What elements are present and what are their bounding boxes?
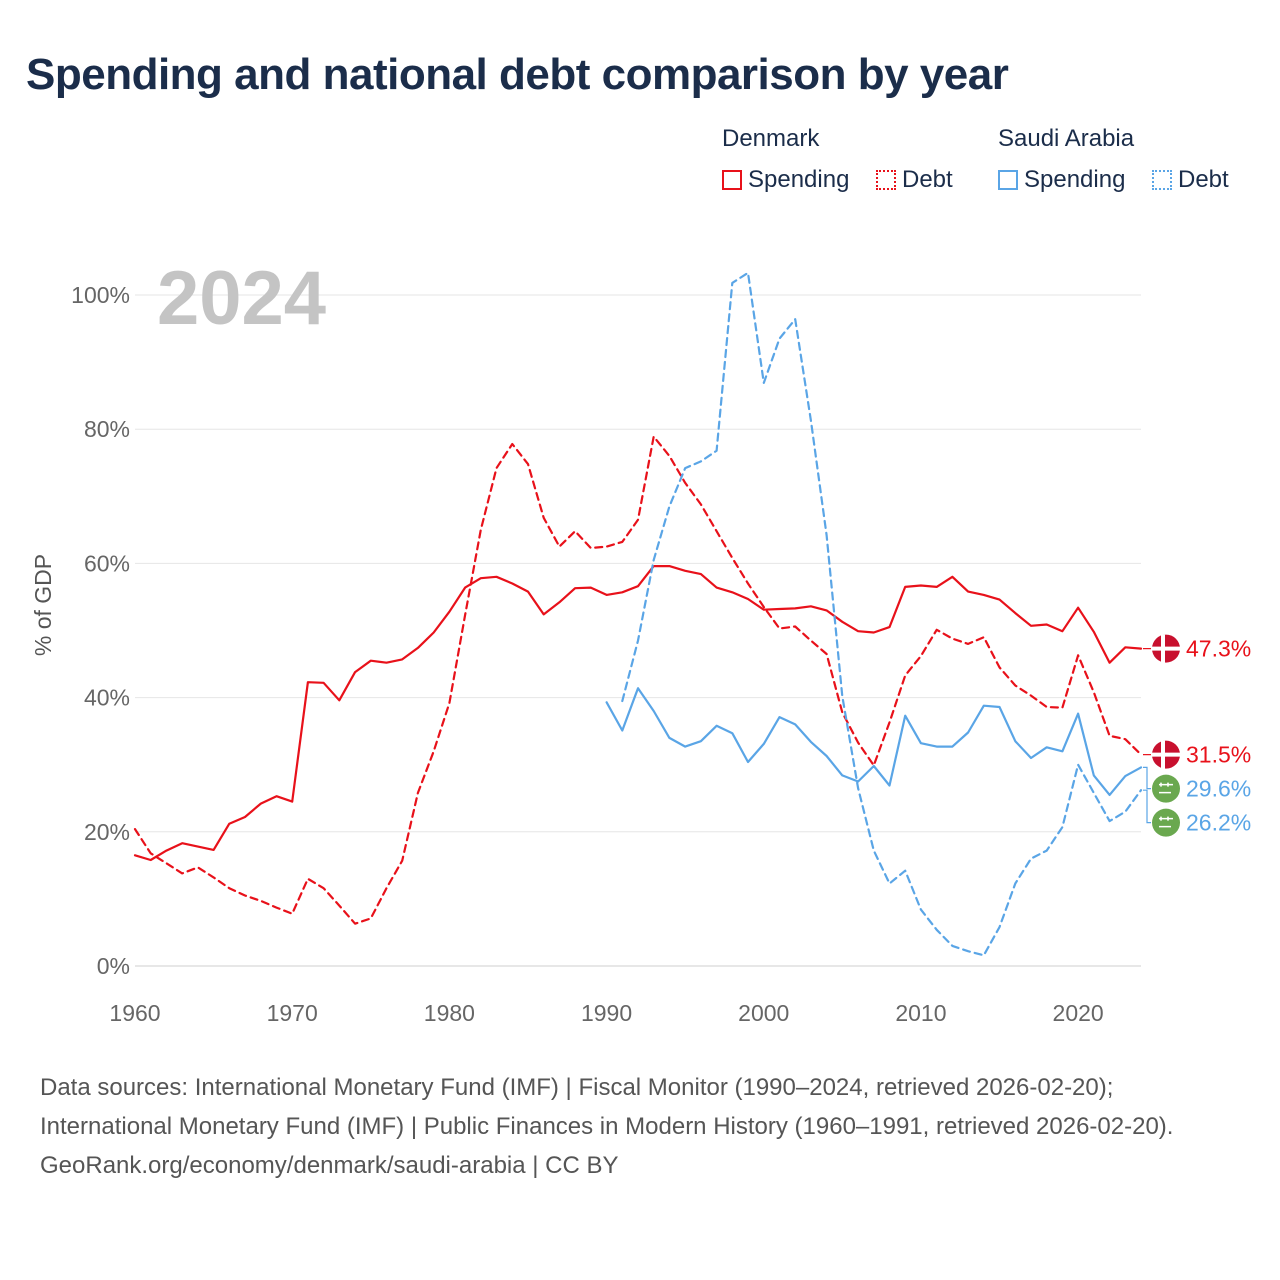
legend-title-denmark: Denmark [722, 125, 820, 152]
end-labels: 47.3% 31.5% 29.6% 26.2% [1143, 634, 1251, 837]
legend-title-saudi-arabia: Saudi Arabia [998, 125, 1135, 152]
x-tick-label: 1970 [267, 1000, 318, 1026]
denmark-flag-icon [1152, 740, 1180, 769]
x-axis-ticks: 1960 1970 1980 1990 2000 2010 2020 [109, 1000, 1103, 1026]
end-value-label: 31.5% [1186, 742, 1251, 768]
end-label-saudi-arabia-spending: 29.6% [1143, 766, 1251, 803]
series-line-denmark-debt[interactable] [133, 435, 1143, 925]
y-tick-label: 80% [84, 416, 130, 442]
saudi-arabia-flag-icon [1152, 808, 1180, 837]
x-tick-label: 1980 [424, 1000, 475, 1026]
connector-line [1143, 766, 1151, 790]
x-tick-label: 2000 [738, 1000, 789, 1026]
chart-title: Spending and national debt comparison by… [26, 50, 1009, 99]
legend-label: Spending [748, 166, 850, 193]
legend-swatch-dotted [1152, 170, 1172, 190]
y-tick-label: 0% [97, 953, 130, 979]
x-tick-label: 2010 [895, 1000, 946, 1026]
legend-swatch-dotted [876, 170, 896, 190]
legend-label: Debt [1178, 166, 1229, 193]
end-label-denmark-debt: 31.5% [1143, 740, 1251, 769]
end-value-label: 47.3% [1186, 636, 1251, 662]
legend-swatch-solid [722, 170, 742, 190]
legend-label: Spending [1024, 166, 1126, 193]
x-tick-label: 2020 [1053, 1000, 1104, 1026]
legend-item-denmark-spending[interactable]: Spending [722, 166, 849, 194]
sources-text: Data sources: International Monetary Fun… [40, 1074, 1174, 1140]
denmark-flag-icon [1152, 634, 1180, 663]
series-lines [133, 271, 1143, 957]
legend-item-denmark-debt[interactable]: Debt [876, 166, 953, 194]
legend-swatch-solid [998, 170, 1018, 190]
credit-link[interactable]: GeoRank.org/economy/denmark/saudi-arabia… [40, 1152, 619, 1179]
end-value-label: 29.6% [1186, 776, 1251, 802]
end-value-label: 26.2% [1186, 810, 1251, 836]
end-label-denmark-spending: 47.3% [1143, 634, 1251, 663]
legend-label: Debt [902, 166, 953, 193]
legend-item-saudi-debt[interactable]: Debt [1152, 166, 1229, 194]
y-tick-label: 60% [84, 550, 130, 576]
y-tick-label: 40% [84, 685, 130, 711]
y-tick-label: 100% [71, 282, 130, 308]
end-label-saudi-arabia-debt: 26.2% [1143, 789, 1251, 837]
y-axis-label: % of GDP [30, 554, 56, 656]
series-line-saudi-arabia-debt[interactable] [621, 271, 1143, 957]
y-axis-ticks: 0% 20% 40% 60% 80% 100% [71, 282, 130, 979]
saudi-arabia-flag-icon [1152, 774, 1180, 803]
series-line-denmark-spending[interactable] [133, 564, 1143, 862]
connector-line [1143, 789, 1151, 824]
gridlines [135, 294, 1141, 967]
series-line-saudi-arabia-spending[interactable] [605, 687, 1143, 797]
year-watermark: 2024 [157, 256, 326, 341]
x-tick-label: 1990 [581, 1000, 632, 1026]
x-tick-label: 1960 [109, 1000, 160, 1026]
legend-item-saudi-spending[interactable]: Spending [998, 166, 1125, 194]
line-chart: 2024 0% 20% 40% 60% 80% 100% 1960 1970 1980 1990… [30, 256, 1251, 1026]
y-tick-label: 20% [84, 819, 130, 845]
data-sources: Data sources: International Monetary Fun… [40, 1068, 1240, 1185]
